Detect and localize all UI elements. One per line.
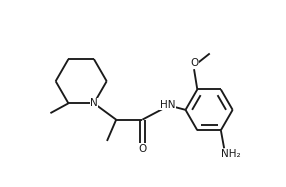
Text: O: O <box>138 144 146 154</box>
Text: N: N <box>90 98 98 108</box>
Text: NH₂: NH₂ <box>221 149 241 159</box>
Text: O: O <box>190 58 199 68</box>
Text: HN: HN <box>160 100 175 110</box>
